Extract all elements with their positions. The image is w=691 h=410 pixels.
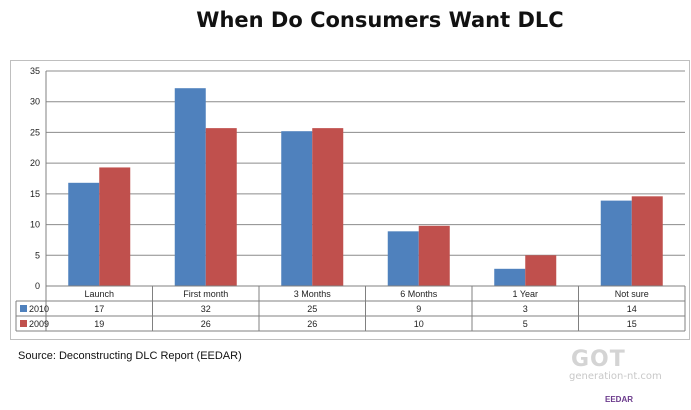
y-tick-label: 5 [35, 250, 40, 260]
chart-title: When Do Consumers Want DLC [196, 8, 564, 32]
bar-2010-1 [174, 88, 206, 286]
x-category-label: Not sure [615, 289, 649, 299]
legend-label-2009: 2009 [29, 319, 49, 329]
table-value: 9 [416, 304, 421, 314]
table-value: 19 [94, 319, 104, 329]
table-value: 32 [201, 304, 211, 314]
bar-2010-4 [494, 268, 526, 286]
y-tick-label: 30 [30, 97, 40, 107]
table-value: 5 [523, 319, 528, 329]
bar-2009-0 [99, 167, 131, 286]
y-tick-label: 20 [30, 158, 40, 168]
bar-2009-4 [525, 255, 557, 286]
bar-2010-0 [68, 182, 100, 286]
legend-swatch-2010 [20, 305, 27, 312]
y-tick-label: 25 [30, 127, 40, 137]
y-tick-label: 10 [30, 220, 40, 230]
x-category-label: 1 Year [512, 289, 538, 299]
bar-2009-2 [312, 128, 344, 286]
table-value: 14 [627, 304, 637, 314]
y-tick-label: 15 [30, 189, 40, 199]
bar-2009-3 [418, 225, 450, 286]
table-value: 25 [307, 304, 317, 314]
table-value: 17 [94, 304, 104, 314]
y-tick-label: 35 [30, 66, 40, 76]
table-value: 15 [627, 319, 637, 329]
table-value: 3 [523, 304, 528, 314]
y-tick-label: 0 [35, 281, 40, 291]
bar-2010-2 [281, 131, 313, 286]
x-category-label: 3 Months [294, 289, 332, 299]
watermark-got: GOT [571, 347, 626, 372]
watermark-gen: generation-nt.com [569, 371, 662, 382]
source-note: Source: Deconstructing DLC Report (EEDAR… [18, 350, 242, 362]
legend-swatch-2009 [20, 320, 27, 327]
table-value: 26 [201, 319, 211, 329]
x-category-label: 6 Months [400, 289, 438, 299]
watermark-eedar: EEDAR [605, 395, 634, 404]
bar-2010-3 [387, 231, 419, 286]
x-category-label: Launch [84, 289, 114, 299]
legend-label-2010: 2010 [29, 304, 49, 314]
chart-frame: 0 5 10 15 20 25 30 35 Launch First month 3 Months 6… [10, 60, 690, 340]
bar-2009-1 [205, 128, 237, 286]
table-value: 10 [414, 319, 424, 329]
bar-2009-5 [631, 196, 663, 286]
watermark-logos: GOT generation-nt.com EEDAR [565, 345, 691, 410]
x-category-label: First month [183, 289, 228, 299]
bar-2010-5 [600, 200, 632, 286]
table-value: 26 [307, 319, 317, 329]
